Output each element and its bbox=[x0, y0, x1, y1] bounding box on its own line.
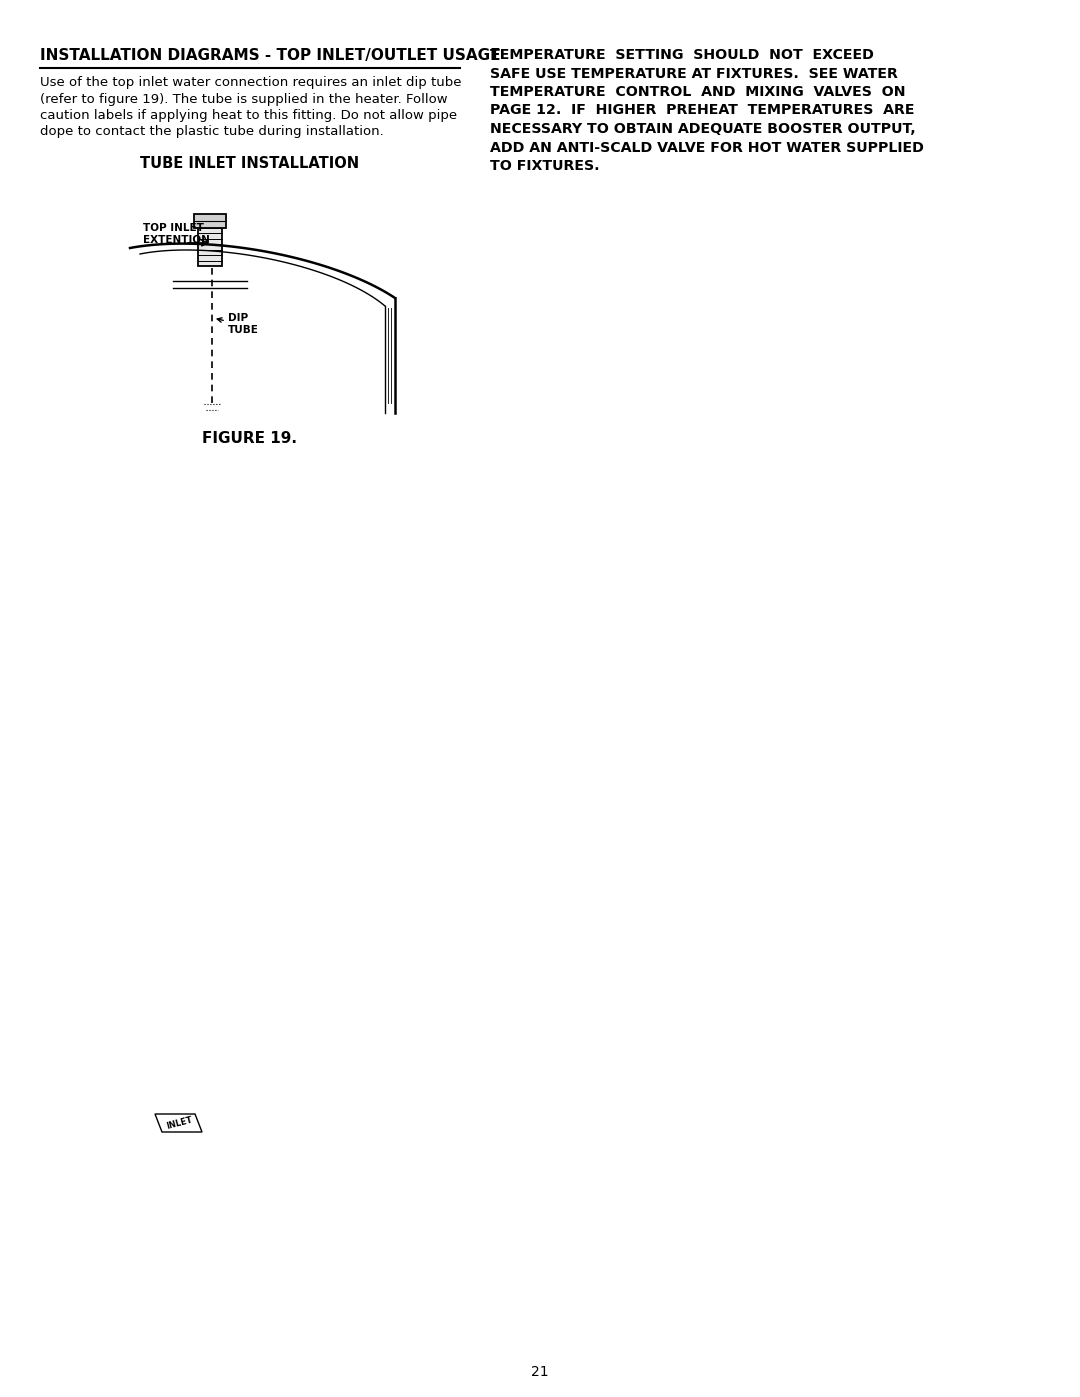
Text: dope to contact the plastic tube during installation.: dope to contact the plastic tube during … bbox=[40, 126, 383, 138]
Text: TOP INLET
EXTENTION: TOP INLET EXTENTION bbox=[143, 224, 210, 244]
Text: FIGURE 19.: FIGURE 19. bbox=[203, 432, 297, 446]
Text: (refer to figure 19). The tube is supplied in the heater. Follow: (refer to figure 19). The tube is suppli… bbox=[40, 92, 447, 106]
FancyBboxPatch shape bbox=[194, 214, 226, 228]
Text: TEMPERATURE  SETTING  SHOULD  NOT  EXCEED: TEMPERATURE SETTING SHOULD NOT EXCEED bbox=[490, 47, 874, 61]
FancyBboxPatch shape bbox=[198, 228, 222, 265]
Text: PAGE 12.  IF  HIGHER  PREHEAT  TEMPERATURES  ARE: PAGE 12. IF HIGHER PREHEAT TEMPERATURES … bbox=[490, 103, 915, 117]
Text: ADD AN ANTI-SCALD VALVE FOR HOT WATER SUPPLIED: ADD AN ANTI-SCALD VALVE FOR HOT WATER SU… bbox=[490, 141, 923, 155]
Text: INLET: INLET bbox=[166, 1115, 194, 1130]
Text: 21: 21 bbox=[531, 1365, 549, 1379]
Text: caution labels if applying heat to this fitting. Do not allow pipe: caution labels if applying heat to this … bbox=[40, 109, 457, 122]
Text: TEMPERATURE  CONTROL  AND  MIXING  VALVES  ON: TEMPERATURE CONTROL AND MIXING VALVES ON bbox=[490, 85, 905, 99]
Text: TUBE INLET INSTALLATION: TUBE INLET INSTALLATION bbox=[140, 156, 360, 170]
Text: NECESSARY TO OBTAIN ADEQUATE BOOSTER OUTPUT,: NECESSARY TO OBTAIN ADEQUATE BOOSTER OUT… bbox=[490, 122, 916, 136]
Text: Use of the top inlet water connection requires an inlet dip tube: Use of the top inlet water connection re… bbox=[40, 75, 461, 89]
Polygon shape bbox=[156, 1113, 202, 1132]
Text: DIP
TUBE: DIP TUBE bbox=[228, 313, 259, 335]
Text: SAFE USE TEMPERATURE AT FIXTURES.  SEE WATER: SAFE USE TEMPERATURE AT FIXTURES. SEE WA… bbox=[490, 67, 897, 81]
Text: INSTALLATION DIAGRAMS - TOP INLET/OUTLET USAGE: INSTALLATION DIAGRAMS - TOP INLET/OUTLET… bbox=[40, 47, 500, 63]
Text: TO FIXTURES.: TO FIXTURES. bbox=[490, 159, 599, 173]
